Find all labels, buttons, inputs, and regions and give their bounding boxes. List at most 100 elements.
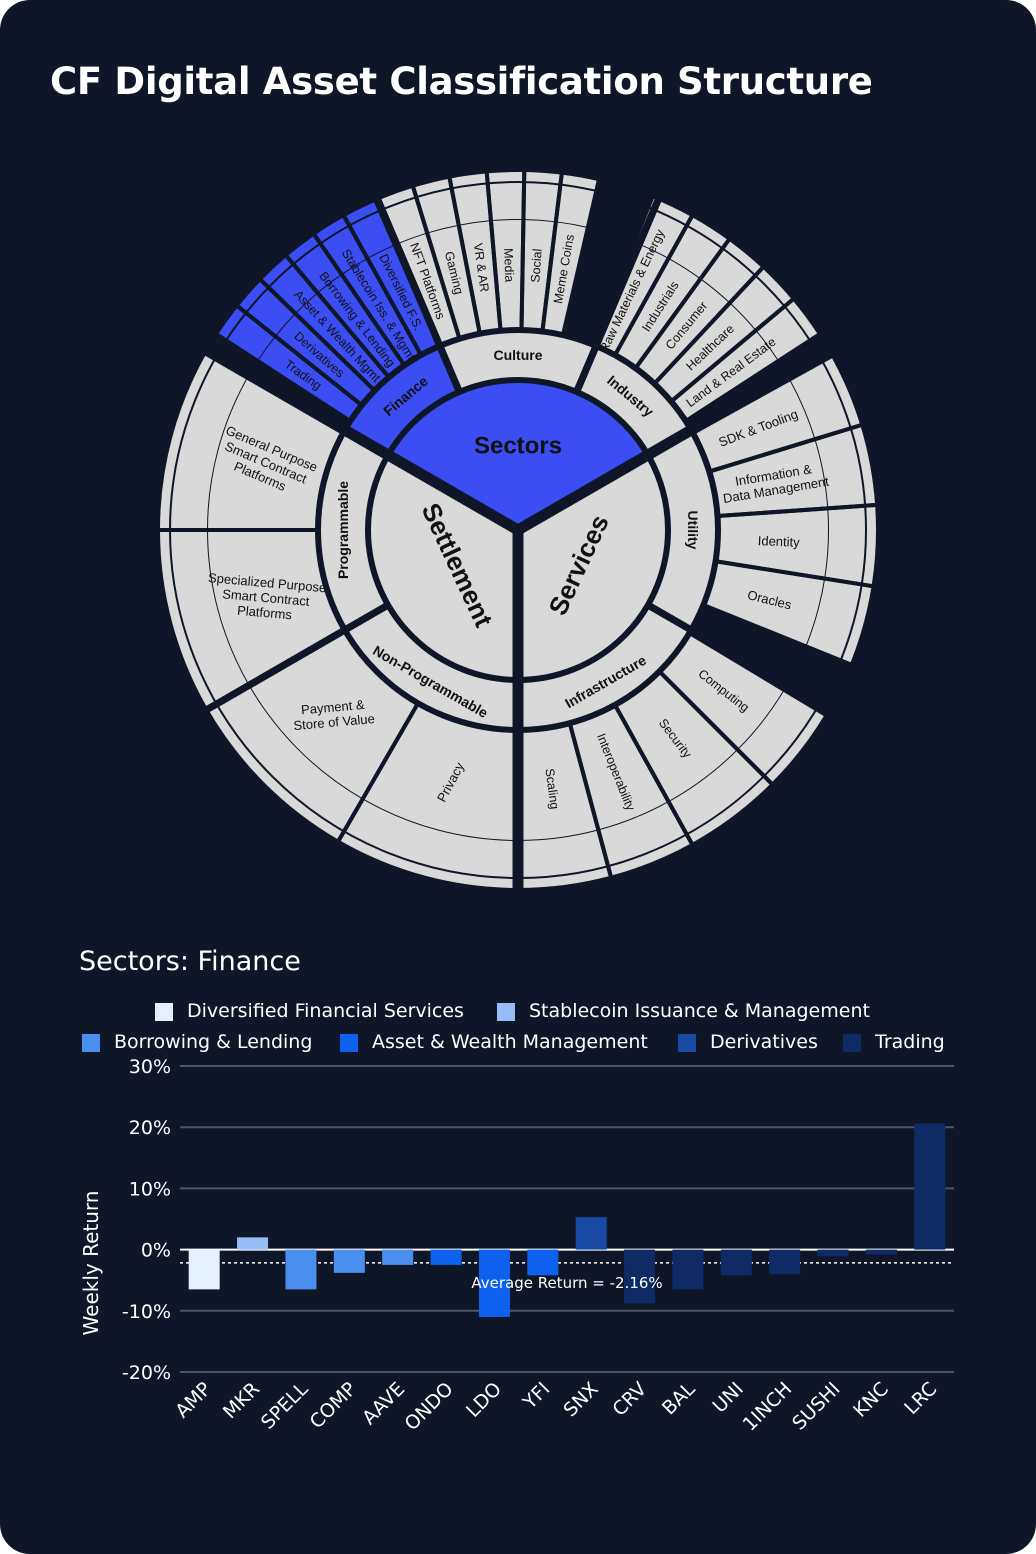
y-axis-label: Weekly Return [79, 1191, 103, 1336]
legend-label: Borrowing & Lending [114, 1031, 313, 1053]
bar-crv [624, 1249, 656, 1304]
bar-aave [382, 1249, 414, 1265]
item-information-and-data-management [709, 439, 828, 517]
legend-swatch [155, 1003, 173, 1021]
item-gaming [427, 225, 480, 339]
x-tick-label: YFI [518, 1378, 554, 1414]
item-trading [258, 336, 362, 422]
item-band-specialized-purpose-smart-contract-platforms [160, 530, 249, 709]
item-stablecoin-iss-and-mgmt [341, 258, 422, 366]
item-band-asset-and-wealth-mgmt [261, 256, 318, 314]
item-band-diversified-f-s [344, 201, 395, 258]
item-label-scaling: Scaling [542, 768, 561, 811]
item-vr-and-ar [458, 221, 501, 334]
chart-subtitle: Sectors: Finance [79, 946, 301, 977]
legend-label: Diversified Financial Services [187, 1000, 464, 1022]
item-band-privacy [339, 799, 518, 888]
item-band-media [486, 172, 525, 221]
subgroup-finance [344, 345, 460, 455]
bar-mkr [237, 1237, 269, 1250]
item-band-sdk-and-tooling [790, 356, 861, 440]
bar-bal [672, 1249, 704, 1290]
legend-swatch [843, 1034, 861, 1052]
item-band-computing [737, 690, 825, 784]
item-social [521, 220, 556, 332]
y-tick-label: 0% [141, 1240, 171, 1262]
subgroup-industry [576, 345, 692, 455]
bar-ondo [430, 1249, 462, 1265]
subgroup-label-culture: Culture [494, 347, 543, 363]
bar-amp [188, 1249, 220, 1290]
item-band-interoperability [598, 802, 692, 876]
group-label-sectors: Sectors [474, 433, 562, 460]
subgroup-non-programmable [344, 605, 518, 730]
x-tick-label: BAL [658, 1378, 700, 1420]
item-label-social: Social [528, 248, 544, 283]
x-tick-label: LRC [900, 1378, 941, 1419]
item-label-identity: Identity [758, 533, 801, 550]
item-label-payment-and-store-of-value: Payment &Store of Value [292, 696, 376, 733]
item-band-payment-and-store-of-value [207, 685, 363, 841]
item-privacy [363, 703, 518, 840]
page-title: CF Digital Asset Classification Structur… [50, 60, 873, 103]
bar-sushi [817, 1249, 849, 1257]
item-label-media: Media [501, 248, 516, 283]
item-consumer [635, 279, 730, 384]
bar-snx [575, 1217, 607, 1250]
y-tick-label: -20% [122, 1362, 171, 1384]
item-band-borrowing-and-lending [286, 235, 342, 293]
classification-wheel: SettlementSectorsServicesProgrammableNon… [160, 172, 876, 888]
legend-swatch [497, 1003, 515, 1021]
legend-label: Asset & Wealth Management [372, 1031, 648, 1053]
x-tick-label: 1INCH [739, 1378, 797, 1436]
subgroup-programmable [318, 430, 389, 630]
x-tick-label: COMP [306, 1378, 361, 1433]
item-nft-platforms [396, 233, 460, 346]
bar-yfi [527, 1249, 559, 1276]
bar-ldo [478, 1249, 510, 1317]
item-band-scaling [518, 830, 611, 888]
item-band-consumer [700, 240, 763, 303]
item-label-specialized-purpose-smart-contract-platforms: Specialized PurposeSmart ContractPlatfor… [205, 570, 327, 625]
item-asset-and-wealth-mgmt [295, 293, 389, 391]
legend-label: Stablecoin Issuance & Management [529, 1000, 870, 1022]
item-band-nft-platforms [378, 187, 428, 244]
item-band-general-purpose-smart-contract-platforms [160, 351, 249, 530]
bar-spell [285, 1249, 317, 1290]
item-band-oracles [806, 578, 872, 665]
subgroup-label-utility: Utility [685, 511, 701, 550]
item-band-meme-coins [555, 174, 599, 227]
legend-swatch [678, 1034, 696, 1052]
item-band-security [668, 749, 772, 844]
y-tick-label: -10% [122, 1301, 171, 1323]
item-diversified-f-s [367, 245, 439, 356]
item-oracles [703, 561, 825, 647]
item-industrials [614, 258, 701, 369]
item-raw-materials-and-energy [592, 242, 669, 356]
y-tick-label: 20% [129, 1117, 171, 1139]
legend-label: Derivatives [710, 1031, 818, 1053]
item-land-and-real-estate [671, 330, 778, 422]
item-band-trading [217, 306, 275, 361]
item-band-stablecoin-iss-and-mgmt [314, 216, 368, 275]
subgroup-culture [439, 330, 597, 392]
x-tick-label: AMP [171, 1378, 215, 1422]
bar-uni [720, 1249, 752, 1276]
y-tick-label: 30% [129, 1056, 171, 1078]
subgroup-label-programmable: Programmable [335, 481, 351, 579]
x-tick-label: SUSHI [788, 1378, 845, 1435]
item-interoperability [569, 704, 669, 830]
bar-knc [865, 1249, 897, 1255]
average-return-label: Average Return = -2.16% [471, 1274, 662, 1292]
subgroup-infrastructure [518, 605, 692, 730]
item-derivatives [275, 313, 375, 406]
x-tick-label: ONDO [400, 1378, 457, 1435]
x-tick-label: SPELL [257, 1378, 313, 1434]
x-tick-label: LDO [462, 1378, 506, 1422]
item-label-vr-and-ar: VR & AR [471, 242, 492, 293]
y-tick-label: 10% [129, 1178, 171, 1200]
item-security [614, 671, 738, 802]
item-band-information-and-data-management [815, 425, 876, 509]
